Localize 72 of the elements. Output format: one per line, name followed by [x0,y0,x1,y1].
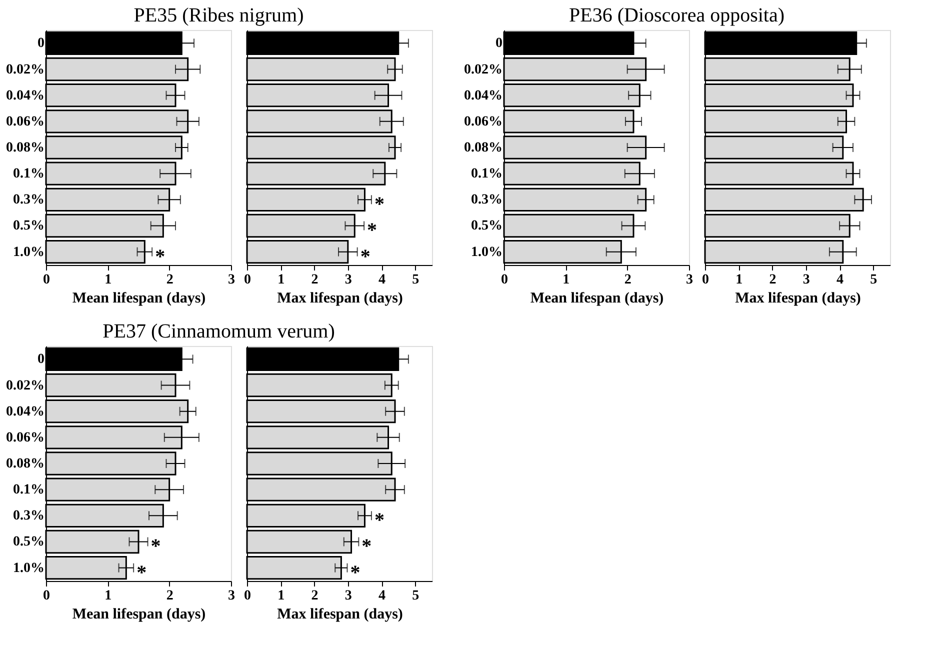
chart-title: PE36 (Dioscorea opposita) [568,4,785,26]
x-tick-label: 4 [836,272,844,288]
x-axis-title: Mean lifespan (days) [72,606,206,622]
x-tick-label: 3 [686,272,693,288]
x-tick-label: 1 [278,588,285,604]
y-tick-label: 0.08% [464,140,502,156]
y-tick-label: 1.0% [13,244,44,260]
annotation: * [374,194,384,216]
x-tick-label: 3 [228,588,235,604]
x-tick-label: 2 [166,588,174,604]
annotation: * [155,246,166,268]
y-tick-label: 0 [496,36,502,52]
x-axis-title: Max lifespan (days) [277,606,403,622]
x-tick-label: 5 [870,272,878,288]
x-tick-label: 0 [702,272,709,288]
x-tick-label: 3 [344,272,352,288]
x-tick-label: 2 [311,272,318,288]
x-axis-title: Mean lifespan (days) [72,290,206,306]
x-tick-label: 5 [412,272,420,288]
x-tick-label: 4 [378,588,386,604]
y-tick-label: 0.1% [471,166,502,182]
y-tick-label: 0.04% [464,88,502,104]
y-tick-label: 0.04% [6,404,44,420]
x-axis-title: Max lifespan (days) [735,290,861,306]
x-tick-label: 3 [344,588,352,604]
y-tick-label: 0.5% [471,218,502,234]
x-tick-label: 0 [244,272,251,288]
chart-title: PE37 (Cinnamomum verum) [102,320,335,342]
y-tick-label: 0.02% [464,62,502,78]
y-tick-label: 0.5% [13,218,44,234]
x-axis-title: Max lifespan (days) [277,290,403,306]
y-tick-label: 0.1% [13,166,44,182]
y-tick-label: 0.3% [471,192,502,208]
y-tick-label: 0 [38,36,44,52]
annotation: * [150,536,161,558]
y-tick-label: 0.3% [13,508,44,524]
y-tick-label: 0.02% [6,378,44,394]
x-tick-label: 1 [736,272,743,288]
x-axis-title: Mean lifespan (days) [530,290,664,306]
annotation: * [360,246,370,268]
y-tick-label: 0.04% [6,88,44,104]
x-tick-label: 4 [378,272,386,288]
annotation: * [350,562,360,584]
x-tick-label: 2 [624,272,632,288]
x-tick-label: 1 [104,588,112,604]
x-tick-label: 2 [311,588,318,604]
annotation: * [136,562,147,584]
x-tick-label: 0 [244,588,251,604]
y-tick-label: 0.08% [6,456,44,472]
y-tick-label: 0.1% [13,482,44,498]
annotation: * [362,536,372,558]
chart-title: PE35 (Ribes nigrum) [134,4,304,26]
y-tick-label: 0.02% [6,62,44,78]
x-tick-label: 3 [802,272,810,288]
y-tick-label: 1.0% [13,560,44,576]
x-tick-label: 2 [166,272,174,288]
y-tick-label: 0 [38,352,44,368]
x-tick-label: 1 [278,272,285,288]
annotation: * [374,510,384,532]
x-tick-label: 1 [104,272,112,288]
y-tick-label: 0.08% [6,140,44,156]
x-tick-label: 5 [412,588,420,604]
y-tick-label: 0.5% [13,534,44,550]
x-tick-label: 1 [562,272,570,288]
y-tick-label: 0.06% [464,114,502,130]
x-tick-label: 3 [228,272,235,288]
y-tick-label: 1.0% [471,244,502,260]
y-tick-label: 0.3% [13,192,44,208]
y-tick-label: 0.06% [6,430,44,446]
x-tick-label: 2 [769,272,776,288]
annotation: * [367,220,378,242]
y-tick-label: 0.06% [6,114,44,130]
